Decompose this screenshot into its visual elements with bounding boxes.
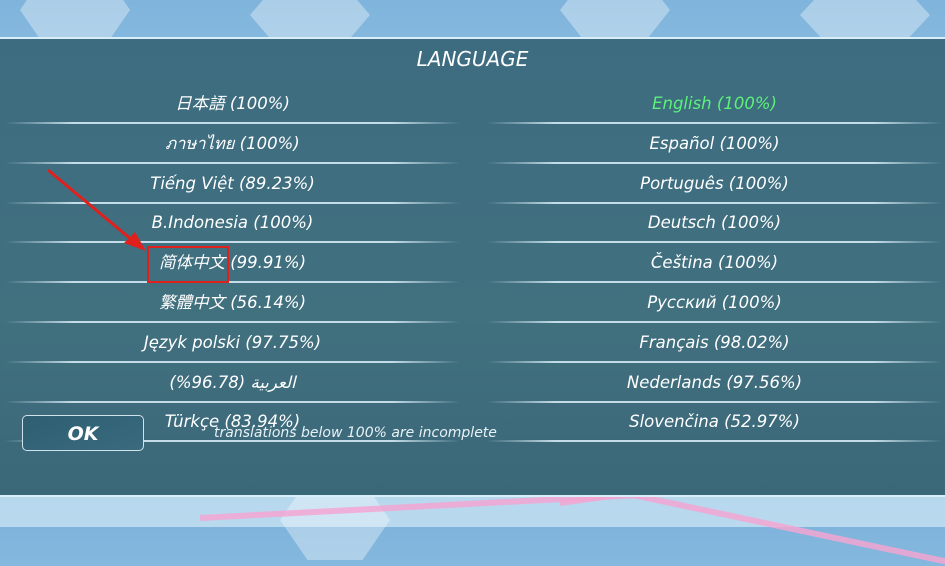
language-option[interactable]: Nederlands (97.56%) [487, 365, 942, 403]
language-option[interactable]: Français (98.02%) [487, 325, 942, 363]
language-option[interactable]: Deutsch (100%) [487, 205, 942, 244]
language-option[interactable]: Język polski (97.75%) [5, 325, 460, 363]
language-option[interactable]: 繁體中文 (56.14%) [5, 285, 460, 323]
language-option[interactable]: English (100%) [487, 86, 942, 124]
language-option[interactable]: Português (100%) [487, 166, 942, 204]
language-option[interactable]: ภาษาไทย (100%) [5, 126, 460, 164]
dialog-title: LANGUAGE [416, 47, 529, 71]
language-option[interactable]: 日本語 (100%) [5, 86, 460, 124]
highlight-box [147, 246, 229, 283]
language-option[interactable]: Slovenčina (52.97%) [487, 404, 942, 443]
incomplete-note: translations below 100% are incomplete [214, 425, 497, 441]
ok-button[interactable]: OK [22, 415, 144, 451]
language-option[interactable]: Español (100%) [487, 126, 942, 164]
language-option[interactable]: Русский (100%) [487, 285, 942, 323]
language-option[interactable]: Čeština (100%) [487, 245, 942, 284]
language-option[interactable]: Türkçe (83.94%) [5, 404, 460, 443]
language-option[interactable]: Tiếng Việt (89.23%) [5, 166, 460, 204]
language-option[interactable]: 简体中文 (99.91%) [5, 245, 460, 284]
language-option[interactable]: العربية (96.78%) [5, 365, 460, 403]
language-dialog: LANGUAGE [0, 37, 945, 497]
annotation-arrow-icon [47, 168, 146, 251]
language-option[interactable]: B.Indonesia (100%) [5, 205, 460, 244]
